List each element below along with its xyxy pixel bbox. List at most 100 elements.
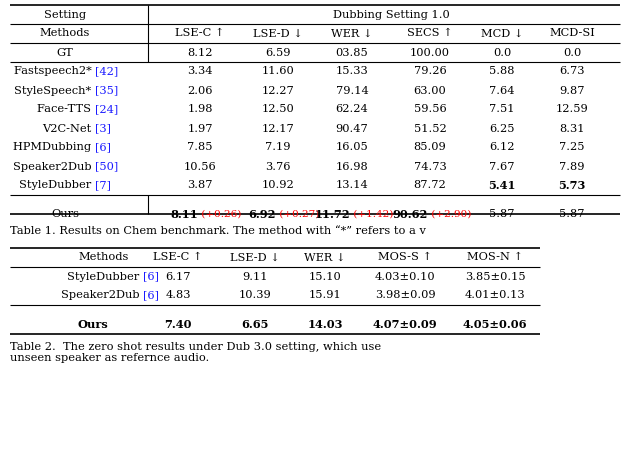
Text: Setting: Setting (44, 10, 86, 19)
Text: 3.76: 3.76 (265, 162, 291, 172)
Text: LSE-C ↑: LSE-C ↑ (175, 29, 225, 39)
Text: 4.07±0.09: 4.07±0.09 (372, 318, 437, 329)
Text: 6.73: 6.73 (559, 67, 585, 77)
Text: StyleDubber: StyleDubber (67, 271, 143, 281)
Text: 0.0: 0.0 (493, 48, 511, 58)
Text: 6.12: 6.12 (489, 143, 515, 153)
Text: 63.00: 63.00 (413, 86, 446, 96)
Text: MOS-S ↑: MOS-S ↑ (378, 252, 432, 262)
Text: 6.17: 6.17 (165, 271, 191, 281)
Text: 12.17: 12.17 (262, 124, 294, 134)
Text: 6.25: 6.25 (489, 124, 515, 134)
Text: 14.03: 14.03 (307, 318, 343, 329)
Text: 5.41: 5.41 (488, 180, 516, 191)
Text: V2C-Net: V2C-Net (42, 124, 95, 134)
Text: MOS-N ↑: MOS-N ↑ (467, 252, 523, 262)
Text: [6]: [6] (143, 271, 159, 281)
Text: StyleDubber: StyleDubber (19, 180, 95, 191)
Text: 10.92: 10.92 (262, 180, 294, 191)
Text: 74.73: 74.73 (413, 162, 446, 172)
Text: 2.06: 2.06 (188, 86, 212, 96)
Text: 15.91: 15.91 (308, 290, 341, 300)
Text: (+0.26): (+0.26) (198, 209, 241, 218)
Text: 4.03±0.10: 4.03±0.10 (374, 271, 435, 281)
Text: [6]: [6] (143, 290, 159, 300)
Text: 10.39: 10.39 (239, 290, 271, 300)
Text: Ours: Ours (51, 209, 79, 219)
Text: 0.0: 0.0 (563, 48, 581, 58)
Text: 62.24: 62.24 (335, 105, 369, 115)
Text: 12.27: 12.27 (262, 86, 294, 96)
Text: Dubbing Setting 1.0: Dubbing Setting 1.0 (333, 10, 449, 19)
Text: 7.25: 7.25 (559, 143, 585, 153)
Text: [50]: [50] (95, 162, 118, 172)
Text: 59.56: 59.56 (413, 105, 446, 115)
Text: WER ↓: WER ↓ (332, 29, 372, 39)
Text: WER ↓: WER ↓ (304, 252, 346, 262)
Text: 9.87: 9.87 (559, 86, 585, 96)
Text: 12.59: 12.59 (556, 105, 588, 115)
Text: GT: GT (56, 48, 74, 58)
Text: HPMDubbing: HPMDubbing (13, 143, 95, 153)
Text: 79.26: 79.26 (413, 67, 446, 77)
Text: 51.52: 51.52 (413, 124, 446, 134)
Text: 8.11: 8.11 (170, 208, 198, 220)
Text: 13.14: 13.14 (335, 180, 369, 191)
Text: [35]: [35] (95, 86, 118, 96)
Text: 11.72: 11.72 (314, 208, 350, 220)
Text: [24]: [24] (95, 105, 118, 115)
Text: 85.09: 85.09 (413, 143, 446, 153)
Text: 4.05±0.06: 4.05±0.06 (463, 318, 527, 329)
Text: 3.87: 3.87 (188, 180, 212, 191)
Text: 7.51: 7.51 (489, 105, 515, 115)
Text: 5.88: 5.88 (489, 67, 515, 77)
Text: 4.01±0.13: 4.01±0.13 (465, 290, 525, 300)
Text: 12.50: 12.50 (262, 105, 294, 115)
Text: (+2.90): (+2.90) (428, 209, 472, 218)
Text: [42]: [42] (95, 67, 118, 77)
Text: [3]: [3] (95, 124, 111, 134)
Text: 03.85: 03.85 (335, 48, 369, 58)
Text: Methods: Methods (40, 29, 90, 39)
Text: 1.98: 1.98 (188, 105, 212, 115)
Text: 1.97: 1.97 (188, 124, 212, 134)
Text: 5.87: 5.87 (559, 209, 585, 219)
Text: 7.67: 7.67 (489, 162, 515, 172)
Text: StyleSpeech*: StyleSpeech* (14, 86, 95, 96)
Text: [6]: [6] (95, 143, 111, 153)
Text: 7.19: 7.19 (265, 143, 291, 153)
Text: 10.56: 10.56 (184, 162, 216, 172)
Text: 8.12: 8.12 (188, 48, 212, 58)
Text: 6.59: 6.59 (265, 48, 291, 58)
Text: 7.85: 7.85 (188, 143, 212, 153)
Text: (+1.42): (+1.42) (350, 209, 394, 218)
Text: Fastspeech2*: Fastspeech2* (13, 67, 95, 77)
Text: SECS ↑: SECS ↑ (407, 29, 453, 39)
Text: 7.40: 7.40 (164, 318, 192, 329)
Text: 3.85±0.15: 3.85±0.15 (465, 271, 525, 281)
Text: 7.89: 7.89 (559, 162, 585, 172)
Text: LSE-D ↓: LSE-D ↓ (230, 252, 280, 262)
Text: 90.62: 90.62 (392, 208, 428, 220)
Text: 7.64: 7.64 (489, 86, 515, 96)
Text: Face-TTS: Face-TTS (37, 105, 95, 115)
Text: 5.73: 5.73 (558, 180, 586, 191)
Text: 87.72: 87.72 (413, 180, 446, 191)
Text: 6.65: 6.65 (241, 318, 269, 329)
Text: LSE-D ↓: LSE-D ↓ (253, 29, 303, 39)
Text: 15.33: 15.33 (335, 67, 369, 77)
Text: Table 1. Results on Chem benchmark. The method with “*” refers to a v: Table 1. Results on Chem benchmark. The … (10, 226, 426, 236)
Text: 5.87: 5.87 (489, 209, 515, 219)
Text: 16.98: 16.98 (335, 162, 369, 172)
Text: LSE-C ↑: LSE-C ↑ (154, 252, 203, 262)
Text: 6.92: 6.92 (248, 208, 276, 220)
Text: 16.05: 16.05 (335, 143, 369, 153)
Text: 9.11: 9.11 (243, 271, 268, 281)
Text: [7]: [7] (95, 180, 111, 191)
Text: MCD-SI: MCD-SI (549, 29, 595, 39)
Text: 8.31: 8.31 (559, 124, 585, 134)
Text: 3.34: 3.34 (188, 67, 212, 77)
Text: Methods: Methods (78, 252, 129, 262)
Text: Speaker2Dub: Speaker2Dub (13, 162, 95, 172)
Text: MCD ↓: MCD ↓ (481, 29, 523, 39)
